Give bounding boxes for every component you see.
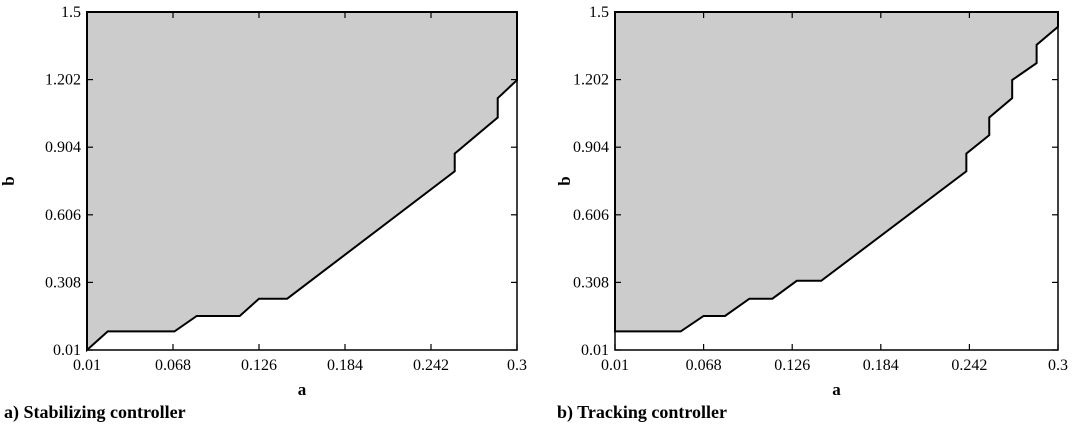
stable-region [86,11,518,353]
panel-stabilizing: 0.01 0.068 0.126 0.184 0.242 0.3 0.01 0.308 0.60… [0,4,527,423]
y-tick-label: 0.01 [581,342,609,359]
panel-caption: a) Stabilizing controller [4,402,186,423]
x-tick-label: 0.184 [327,357,363,374]
x-tick-label: 0.01 [601,357,629,374]
y-tick-label: 1.5 [589,4,609,21]
y-tick-label: 0.308 [45,274,81,291]
x-tick-label: 0.126 [774,357,810,374]
y-tick-label: 0.606 [573,207,609,224]
panel-caption: b) Tracking controller [557,402,727,423]
x-tick-label: 0.184 [863,357,899,374]
x-tick-label: 0.068 [686,357,722,374]
y-tick-label: 0.904 [573,139,609,156]
plot-frame [86,11,518,351]
x-tick-label: 0.01 [73,357,101,374]
y-tick-label: 0.606 [45,207,81,224]
y-tick-label: 0.904 [45,139,81,156]
y-tick-label: 0.01 [53,342,81,359]
y-tick-label: 1.202 [573,72,609,89]
x-tick-label: 0.242 [951,357,987,374]
x-tick-label: 0.3 [507,357,527,374]
panel-tracking: 0.01 0.068 0.126 0.184 0.242 0.3 0.01 0.308 0.60… [555,4,1068,423]
x-tick-label: 0.068 [155,357,191,374]
x-axis-label: a [832,380,841,399]
y-axis-label: b [555,176,574,185]
x-tick-label: 0.126 [241,357,277,374]
y-tick-label: 0.308 [573,274,609,291]
stable-region [614,11,1059,333]
x-tick-label: 0.242 [413,357,449,374]
y-tick-label: 1.5 [61,4,81,21]
x-axis-label: a [298,380,307,399]
plot-frame [614,11,1059,351]
y-tick-label: 1.202 [45,72,81,89]
x-tick-label: 0.3 [1048,357,1068,374]
y-axis-label: b [0,176,18,185]
